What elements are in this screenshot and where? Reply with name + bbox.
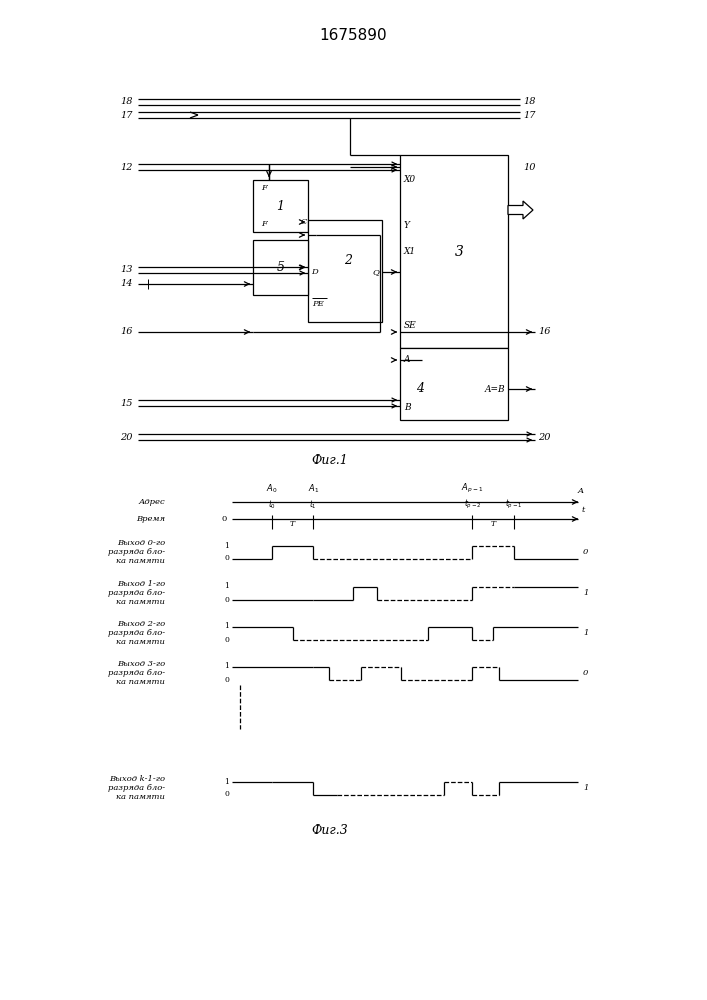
Text: $t_{p-2}$: $t_{p-2}$	[464, 498, 481, 511]
Text: Адрес: Адрес	[139, 498, 165, 506]
Bar	[253, 180, 308, 232]
Text: Фиг.1: Фиг.1	[312, 454, 349, 466]
Text: 0: 0	[583, 548, 588, 556]
Text: ка памяти: ка памяти	[116, 638, 165, 646]
Text: Выход 1-го: Выход 1-го	[117, 580, 165, 588]
Text: разряда бло-: разряда бло-	[108, 784, 165, 792]
Text: 18: 18	[523, 98, 535, 106]
Text: A: A	[404, 356, 411, 364]
Text: F: F	[261, 184, 267, 192]
Text: $t_{p-1}$: $t_{p-1}$	[505, 498, 523, 511]
Polygon shape	[508, 201, 533, 219]
Text: 1: 1	[276, 200, 284, 213]
Text: 1: 1	[224, 542, 229, 550]
Text: T: T	[491, 520, 496, 528]
Text: 1: 1	[224, 662, 229, 670]
Text: X0: X0	[404, 176, 416, 184]
Text: разряда бло-: разряда бло-	[108, 669, 165, 677]
Text: 20: 20	[538, 432, 551, 442]
Text: 16: 16	[538, 328, 551, 336]
Text: $A_{p-1}$: $A_{p-1}$	[462, 482, 484, 495]
Text: 1: 1	[583, 589, 588, 597]
Text: 0: 0	[224, 636, 229, 644]
Text: T: T	[290, 520, 295, 528]
Text: $A_0$: $A_0$	[266, 483, 278, 495]
Text: 3: 3	[455, 244, 463, 258]
Text: B: B	[404, 403, 411, 412]
Text: 15: 15	[120, 398, 133, 408]
Text: ка памяти: ка памяти	[116, 678, 165, 686]
Text: X1: X1	[404, 247, 416, 256]
Text: разряда бло-: разряда бло-	[108, 548, 165, 556]
Text: 1: 1	[224, 582, 229, 590]
Text: Фиг.3: Фиг.3	[312, 824, 349, 836]
Text: 1: 1	[583, 784, 588, 792]
Text: 0: 0	[224, 595, 229, 603]
Bar	[253, 240, 308, 295]
Text: 17: 17	[523, 110, 535, 119]
Text: 0: 0	[224, 790, 229, 798]
Bar	[400, 155, 508, 348]
Text: 1: 1	[583, 629, 588, 637]
Text: ка памяти: ка памяти	[116, 557, 165, 565]
Text: A: A	[578, 487, 584, 495]
Text: 0: 0	[224, 676, 229, 684]
Text: Выход k-1-го: Выход k-1-го	[109, 775, 165, 783]
Text: разряда бло-: разряда бло-	[108, 589, 165, 597]
Text: 18: 18	[120, 98, 133, 106]
Text: Выход 3-го: Выход 3-го	[117, 660, 165, 668]
Text: 5: 5	[276, 261, 284, 274]
Text: 1: 1	[224, 778, 229, 786]
Bar	[400, 348, 508, 420]
Text: 20: 20	[120, 432, 133, 442]
Text: 12: 12	[120, 162, 133, 172]
Text: $t_1$: $t_1$	[310, 498, 317, 511]
Text: t: t	[581, 506, 585, 514]
Text: 13: 13	[120, 265, 133, 274]
Text: A=B: A=B	[484, 384, 505, 393]
Text: ка памяти: ка памяти	[116, 598, 165, 606]
Text: $t_0$: $t_0$	[268, 498, 276, 511]
Text: разряда бло-: разряда бло-	[108, 629, 165, 637]
Text: C: C	[300, 218, 307, 226]
Text: 10: 10	[523, 162, 535, 172]
Text: 0: 0	[583, 669, 588, 677]
Text: 4: 4	[416, 382, 424, 395]
Text: 17: 17	[120, 110, 133, 119]
Text: PE: PE	[312, 300, 324, 308]
Text: Выход 2-го: Выход 2-го	[117, 620, 165, 628]
Text: 2: 2	[344, 254, 352, 267]
Text: F: F	[261, 220, 267, 228]
Text: 1675890: 1675890	[319, 27, 387, 42]
Text: Выход 0-го: Выход 0-го	[117, 539, 165, 547]
Text: 16: 16	[120, 328, 133, 336]
Text: Время: Время	[136, 515, 165, 523]
Text: Q: Q	[372, 268, 379, 276]
Text: D: D	[311, 268, 317, 276]
Bar	[308, 220, 382, 322]
Text: 0: 0	[222, 515, 227, 523]
Text: 14: 14	[120, 279, 133, 288]
Text: 0: 0	[224, 554, 229, 562]
Text: ка памяти: ка памяти	[116, 793, 165, 801]
Text: 1: 1	[224, 622, 229, 631]
Text: Y: Y	[404, 221, 410, 230]
Text: SE: SE	[404, 322, 416, 330]
Text: $A_1$: $A_1$	[308, 483, 319, 495]
